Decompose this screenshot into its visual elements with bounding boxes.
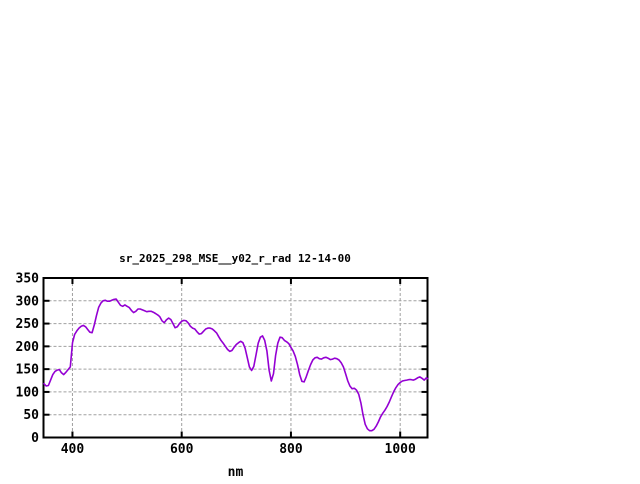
y-tick-label: 300 bbox=[16, 294, 40, 309]
spectrum-line bbox=[43, 298, 429, 432]
y-tick-label: 50 bbox=[23, 408, 39, 423]
x-axis-label: nm bbox=[227, 465, 244, 480]
y-tick-label: 100 bbox=[16, 385, 40, 400]
plot-border bbox=[42, 277, 429, 439]
y-tick-label: 350 bbox=[16, 272, 40, 287]
y-tick-label: 250 bbox=[16, 317, 40, 332]
y-tick-label: 200 bbox=[16, 340, 40, 355]
y-tick-label: 0 bbox=[31, 431, 39, 446]
x-tick-label: 1000 bbox=[385, 442, 416, 457]
x-tick-label: 800 bbox=[279, 442, 303, 457]
chart-title: sr_2025_298_MSE__y02_r_rad 12-14-00 bbox=[119, 252, 351, 265]
x-tick-label: 600 bbox=[170, 442, 194, 457]
y-tick-label: 150 bbox=[16, 363, 40, 378]
x-tick-label: 400 bbox=[61, 442, 85, 457]
